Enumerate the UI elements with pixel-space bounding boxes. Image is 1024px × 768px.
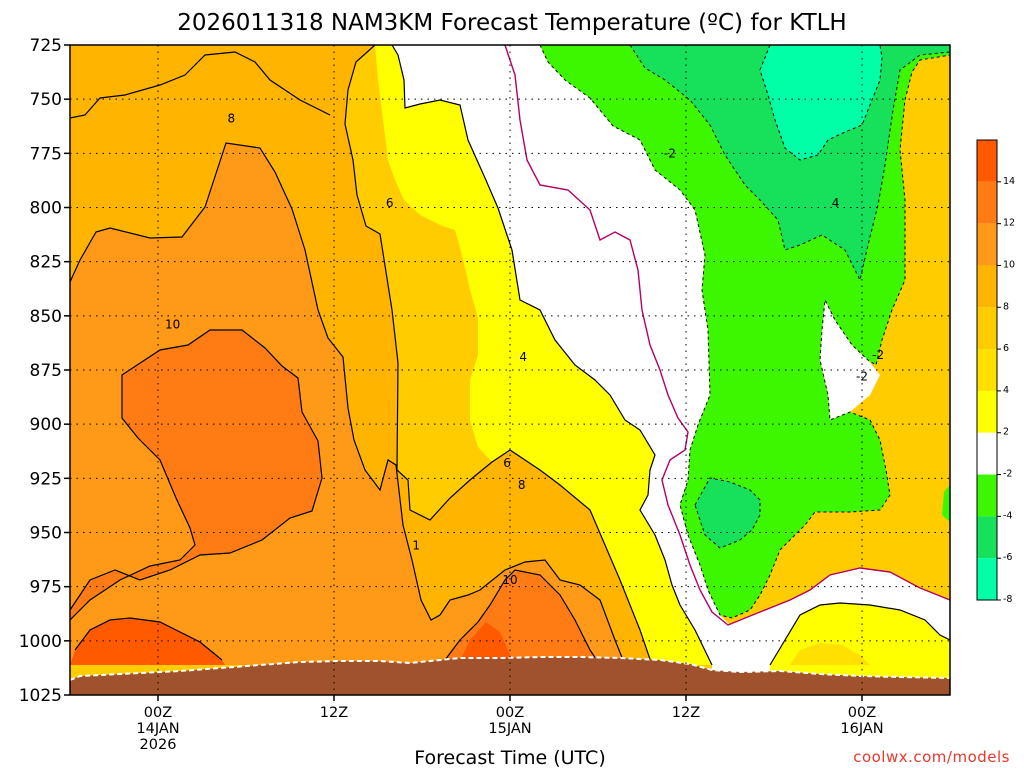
site-credit: coolwx.com/models (853, 748, 1010, 766)
x-tick-label: 15JAN (488, 721, 531, 737)
y-tick-label: 1025 (19, 686, 62, 706)
x-tick-label: 2026 (140, 737, 177, 753)
contour-label: -2 (872, 348, 884, 362)
y-tick-label: 900 (30, 415, 62, 435)
colorbar-swatch (977, 181, 997, 224)
x-tick-label: 14JAN (136, 721, 179, 737)
y-tick-label: 725 (30, 36, 62, 56)
ground-edge (70, 656, 950, 681)
fill-band-14 (70, 618, 515, 665)
colorbar-tick-label: -8 (1003, 594, 1012, 605)
colorbar-swatch (977, 432, 997, 475)
contour-line (70, 329, 323, 621)
y-tick-label: 850 (30, 307, 62, 327)
colorbar-swatch (977, 307, 997, 350)
y-tick-label: 875 (30, 361, 62, 381)
zero-isotherm-line (504, 45, 950, 626)
colorbar-swatch (977, 474, 997, 517)
y-tick-label: 775 (30, 144, 62, 164)
colorbar-tick-label: 14 (1003, 176, 1015, 187)
contour-label: 10 (502, 573, 517, 587)
contour-line (70, 51, 331, 119)
colorbar-swatch (977, 558, 997, 600)
contour-line (444, 569, 601, 666)
colorbar-swatch (977, 516, 997, 559)
fill-band-4 (375, 45, 712, 665)
x-tick-label: 00Z (496, 705, 524, 721)
colorbar-tick-label: -4 (1003, 510, 1012, 521)
x-tick-label: 00Z (848, 705, 876, 721)
grid (70, 45, 950, 695)
contour-label: 6 (386, 196, 394, 210)
colorbar-tick-label: 12 (1003, 218, 1015, 229)
colorbar-swatch (977, 265, 997, 308)
fill-band-4-spot (790, 643, 870, 665)
y-tick-label: 925 (30, 469, 62, 489)
y-tick-label: 800 (30, 199, 62, 219)
x-axis-label: Forecast Time (UTC) (414, 747, 605, 768)
contour-line (769, 602, 950, 666)
y-tick-label: 975 (30, 578, 62, 598)
contour-line-dashed (694, 477, 761, 549)
colorbar: 14 12 10 8 6 4 2 -2 -4 -6 -8 (976, 139, 1015, 605)
colorbar-frame (976, 139, 998, 601)
colorbar-tick-label: -2 (1003, 469, 1012, 480)
colorbar-swatch (977, 140, 997, 182)
contour-label: 10 (165, 318, 180, 332)
colorbar-swatch (977, 390, 997, 433)
x-tick-label: 16JAN (840, 721, 883, 737)
contour-label: 1 (412, 539, 420, 553)
fill-band-2-spot (770, 603, 950, 695)
fill-band-neg6 (630, 45, 950, 548)
contour-label: 4 (832, 196, 840, 210)
negative-contour-lines (539, 45, 950, 619)
zero-isotherm (504, 45, 950, 626)
colorbar-swatch (977, 223, 997, 266)
y-axis: 725 750 775 800 825 850 875 900 925 950 975 1000 102… (19, 36, 70, 706)
contour-label: 6 (503, 456, 511, 470)
colorbar-tick-label: 10 (1003, 259, 1015, 270)
y-tick-label: 750 (30, 90, 62, 110)
contour-lines (70, 45, 950, 666)
contour-label: 8 (518, 478, 526, 492)
y-tick-label: 825 (30, 253, 62, 273)
contour-label: 4 (519, 350, 527, 364)
contour-line (344, 45, 653, 666)
chart-title: 2026011318 NAM3KM Forecast Temperature (… (177, 10, 846, 36)
fill-band-12 (70, 330, 600, 665)
contour-line (70, 142, 626, 666)
x-tick-label: 12Z (320, 705, 348, 721)
contour-line (74, 617, 223, 661)
plot-area (70, 45, 950, 695)
x-tick-label: 12Z (672, 705, 700, 721)
colorbar-tick-label: -6 (1003, 552, 1012, 563)
contour-line (391, 45, 713, 666)
colorbar-swatch (977, 349, 997, 391)
colorbar-tick-label: 6 (1003, 343, 1009, 354)
y-tick-label: 950 (30, 524, 62, 544)
colorbar-tick-label: 4 (1003, 385, 1009, 396)
fill-band-neg8 (760, 45, 882, 160)
contour-label: -2 (856, 370, 868, 384)
colorbar-tick-label: 8 (1003, 301, 1009, 312)
contour-label: -2 (664, 146, 676, 160)
y-tick-label: 1000 (19, 632, 62, 652)
x-tick-label: 00Z (144, 705, 172, 721)
contour-label: 8 (228, 112, 236, 126)
colorbar-tick-label: 2 (1003, 427, 1009, 438)
